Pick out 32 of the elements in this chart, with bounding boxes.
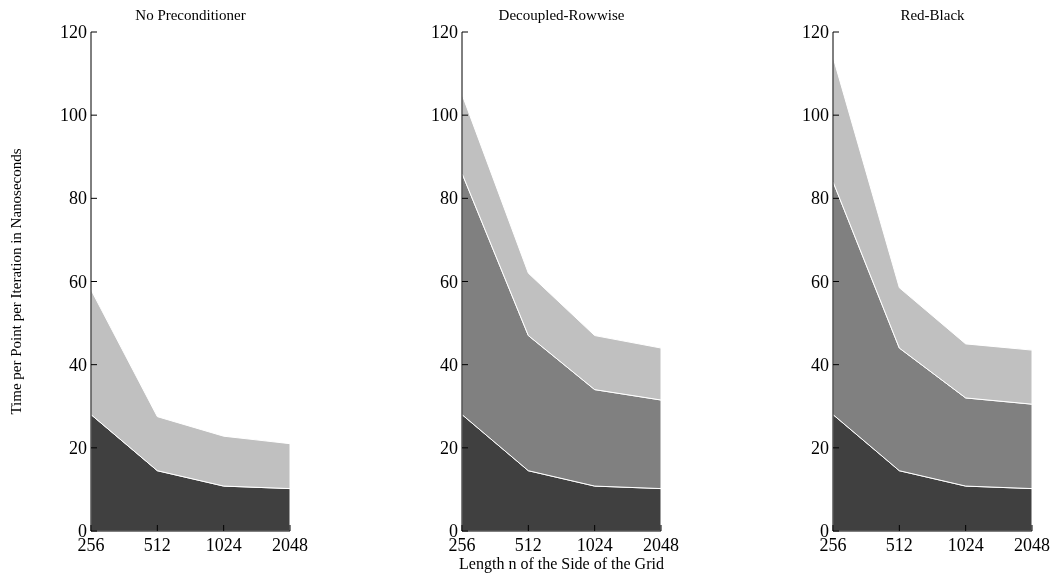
- y-tick-label: 60: [811, 271, 829, 292]
- y-tick-label: 40: [440, 354, 458, 375]
- x-tick-label: 1024: [576, 535, 613, 555]
- x-axis-title: Length n of the Side of the Grid: [459, 555, 664, 573]
- y-tick-label: 60: [69, 271, 87, 292]
- x-tick-label: 512: [514, 535, 542, 555]
- y-tick-label: 20: [440, 437, 458, 458]
- y-tick-label: 20: [69, 437, 87, 458]
- y-axis-title: Time per Point per Iteration in Nanoseconds: [8, 148, 24, 415]
- y-tick-label: 100: [60, 105, 87, 126]
- x-tick-label: 1024: [205, 535, 242, 555]
- x-tick-label: 2048: [1014, 535, 1050, 555]
- x-tick-label: 512: [143, 535, 171, 555]
- y-tick-label: 20: [811, 437, 829, 458]
- y-tick-label: 40: [811, 354, 829, 375]
- y-tick-label: 120: [802, 22, 829, 42]
- x-tick-label: 2048: [272, 535, 308, 555]
- y-tick-label: 80: [440, 188, 458, 209]
- y-tick-label: 60: [440, 271, 458, 292]
- y-tick-label: 80: [811, 188, 829, 209]
- x-tick-label: 512: [885, 535, 913, 555]
- y-tick-label: 120: [60, 22, 87, 42]
- chart-title: Red-Black: [900, 7, 966, 23]
- chart-title: Decoupled-Rowwise: [498, 7, 625, 23]
- x-tick-label: 1024: [947, 535, 984, 555]
- y-tick-label: 40: [69, 354, 87, 375]
- y-tick-label: 120: [431, 22, 458, 42]
- y-tick-label: 100: [431, 105, 458, 126]
- y-tick-label: 100: [802, 105, 829, 126]
- y-tick-label: 80: [69, 188, 87, 209]
- chart-title: No Preconditioner: [135, 7, 246, 23]
- x-tick-label: 2048: [643, 535, 679, 555]
